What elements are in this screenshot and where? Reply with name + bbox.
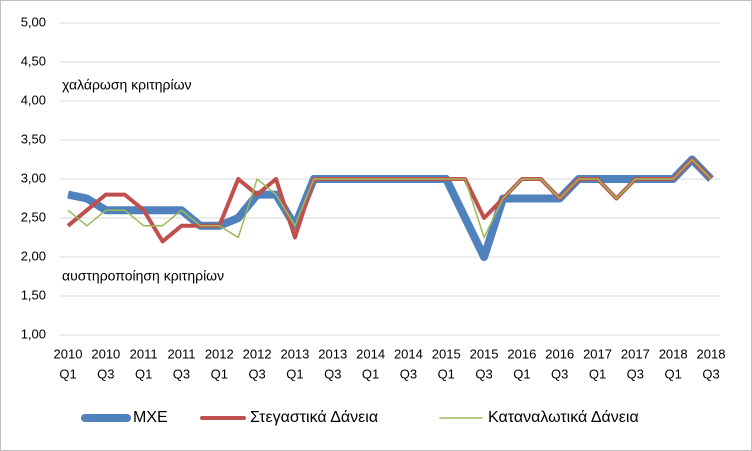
x-tick-label: Q1	[438, 366, 455, 381]
legend-label: Στεγαστικά Δάνεια	[250, 409, 378, 426]
x-tick-label: Q1	[513, 366, 530, 381]
x-tick-label: 2016	[507, 346, 536, 361]
x-tick-label: 2017	[621, 346, 650, 361]
x-tick-label: Q3	[173, 366, 190, 381]
x-tick-label: 2016	[545, 346, 574, 361]
annotation: χαλάρωση κριτηρίων	[62, 77, 192, 93]
x-tick-label: 2017	[583, 346, 612, 361]
x-tick-label: Q3	[97, 366, 114, 381]
y-tick-label: 3,00	[21, 170, 46, 185]
series-line	[67, 158, 712, 239]
x-tick-label: 2015	[470, 346, 499, 361]
y-tick-label: 4,50	[21, 53, 46, 68]
y-tick-label: 1,00	[21, 326, 46, 341]
x-tick-label: 2011	[130, 346, 158, 361]
x-tick-label: 2012	[243, 346, 272, 361]
x-tick-label: 2010	[54, 346, 83, 361]
x-tick-label: 2013	[318, 346, 347, 361]
x-tick-label: Q3	[627, 366, 644, 381]
x-tick-label: Q3	[475, 366, 492, 381]
legend-label: Καταναλωτικά Δάνεια	[488, 409, 639, 426]
x-tick-label: Q1	[135, 366, 152, 381]
x-tick-label: 2011	[167, 346, 195, 361]
y-tick-label: 5,00	[21, 14, 46, 29]
x-tick-label: 2018	[659, 346, 688, 361]
y-tick-label: 4,00	[21, 92, 46, 107]
x-tick-label: Q1	[665, 366, 682, 381]
x-tick-label: 2013	[280, 346, 309, 361]
x-tick-label: 2014	[394, 346, 423, 361]
x-tick-label: 2014	[356, 346, 385, 361]
x-tick-label: 2015	[432, 346, 461, 361]
annotation: αυστηροποίηση κριτηρίων	[62, 268, 224, 284]
y-tick-label: 2,00	[21, 248, 46, 263]
x-tick-label: Q3	[248, 366, 265, 381]
x-tick-label: Q1	[211, 366, 228, 381]
x-tick-label: 2018	[697, 346, 726, 361]
x-tick-label: Q3	[400, 366, 417, 381]
y-tick-label: 1,50	[21, 287, 46, 302]
y-tick-label: 2,50	[21, 209, 46, 224]
legend-label: ΜΧΕ	[133, 409, 168, 426]
x-tick-label: Q1	[362, 366, 379, 381]
x-tick-label: 2010	[91, 346, 120, 361]
x-tick-label: Q3	[551, 366, 568, 381]
x-tick-label: Q3	[324, 366, 341, 381]
x-tick-label: Q3	[702, 366, 719, 381]
x-tick-label: Q1	[286, 366, 303, 381]
x-tick-label: Q1	[59, 366, 76, 381]
x-tick-label: Q1	[589, 366, 606, 381]
y-tick-label: 3,50	[21, 131, 46, 146]
x-tick-label: 2012	[205, 346, 234, 361]
